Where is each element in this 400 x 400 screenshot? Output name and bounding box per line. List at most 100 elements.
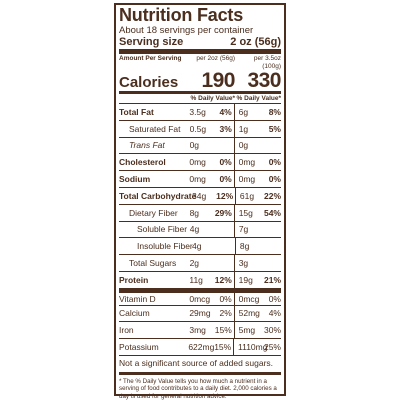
- percent-col2: 54%: [263, 207, 281, 218]
- amount-col1: 0g: [189, 140, 200, 151]
- daily-value-footnote: * The % Daily Value tells you how much a…: [119, 377, 277, 400]
- vitamin-row-calcium: Calcium 29mg 2% 52mg 4%: [119, 304, 281, 322]
- percent-col1: 2%: [219, 308, 232, 319]
- amount-col1: 29mg: [189, 308, 211, 319]
- amount-col2: 0g: [238, 140, 249, 151]
- amount-col2: 5mg: [238, 325, 256, 336]
- nutrient-row-cholesterol: Cholesterol 0mg 0% 0mg 0%: [119, 153, 281, 171]
- amount-col2: 8g: [239, 241, 250, 252]
- nutrient-row-soluble-fiber: Soluble Fiber 4g 7g: [119, 220, 281, 238]
- amount-col1: 3mg: [189, 325, 206, 336]
- amount-col1: 0mcg: [189, 293, 211, 304]
- percent-col2: 0%: [268, 174, 281, 185]
- amount-col2: 0mcg: [238, 293, 260, 304]
- nutrient-label: Soluble Fiber: [137, 224, 188, 235]
- percent-col2: 8%: [268, 106, 281, 117]
- nutrient-row-trans-fat: Trans Fat 0g 0g: [119, 136, 281, 154]
- amount-col2: 15g: [238, 207, 253, 218]
- dv-header-col1: % Daily Value*: [190, 95, 235, 102]
- dv-header-col2: % Daily Value*: [236, 95, 281, 102]
- panel-title: Nutrition Facts: [119, 5, 244, 25]
- nutrition-facts-panel: Nutrition Facts About 18 servings per co…: [114, 3, 286, 400]
- added-sugars-note: Not a significant source of added sugars…: [119, 357, 274, 368]
- amount-col1: 622mg: [188, 342, 215, 353]
- amount-col2: 7g: [238, 224, 249, 235]
- percent-col1: 29%: [214, 207, 232, 218]
- nutrient-row-total-fat: Total Fat 3.5g 4% 6g 8%: [119, 103, 281, 120]
- percent-col1: 0%: [219, 157, 232, 168]
- medium-divider: [119, 91, 281, 94]
- col2-header: per 3.5oz (100g): [253, 55, 281, 70]
- amount-col2: 3g: [238, 258, 249, 269]
- amount-col1: 11g: [189, 274, 203, 285]
- nutrient-label: Protein: [119, 274, 149, 285]
- nutrient-label: Total Sugars: [129, 258, 177, 269]
- calories-col2: 330: [247, 69, 281, 92]
- amount-per-serving-label: Amount Per Serving: [119, 55, 182, 62]
- amount-col2: 6g: [238, 106, 249, 117]
- thick-divider: [119, 49, 281, 54]
- percent-col2: 22%: [263, 190, 281, 201]
- daily-value-header-row: % Daily Value* % Daily Value*: [119, 94, 281, 103]
- nutrient-label: Calcium: [119, 308, 150, 319]
- amount-col2: 1110mg: [238, 342, 268, 353]
- calories-col1: 190: [201, 69, 235, 92]
- percent-col1: 15%: [214, 342, 232, 353]
- percent-col1: 0%: [219, 293, 232, 304]
- calories-row: Calories 190 330: [119, 69, 282, 92]
- percent-col2: 4%: [268, 308, 281, 319]
- amount-col1: 0.5g: [189, 123, 207, 134]
- amount-col1: 3.5g: [189, 106, 206, 117]
- serving-size-value: 2 oz (56g): [230, 36, 281, 48]
- amount-col1: 0mg: [189, 174, 206, 185]
- nutrient-row-dietary-fiber: Dietary Fiber 8g 29% 15g 54%: [119, 203, 281, 221]
- nutrient-label: Total Fat: [119, 106, 154, 117]
- amount-col2: 0mg: [238, 157, 256, 168]
- percent-col2: 21%: [263, 274, 281, 285]
- col1-header: per 2oz (56g): [196, 55, 235, 62]
- nutrient-row-total-sugars: Total Sugars 2g 3g: [119, 254, 281, 271]
- nutrient-row-insoluble-fiber: Insoluble Fiber 4g 8g: [119, 237, 281, 255]
- nutrient-label: Vitamin D: [119, 293, 156, 304]
- amount-col1: 4g: [189, 224, 200, 235]
- nutrient-label: Potassium: [119, 342, 159, 353]
- percent-col2: 30%: [263, 325, 281, 336]
- nutrient-label: Iron: [119, 325, 134, 336]
- amount-col1: 0mg: [189, 157, 206, 168]
- vitamin-row-vitamin-d: Vitamin D 0mcg 0% 0mcg 0%: [119, 287, 281, 305]
- amount-col2: 52mg: [238, 308, 260, 319]
- nutrient-label: Dietary Fiber: [129, 207, 178, 218]
- nutrient-row-protein: Protein 11g 12% 19g 21%: [119, 270, 281, 288]
- amount-col2: 19g: [238, 274, 253, 285]
- nutrient-label: Sodium: [119, 174, 151, 185]
- percent-col2: 0%: [268, 293, 281, 304]
- amount-col2: 0mg: [238, 174, 256, 185]
- nutrient-label: Total Carbohydrate: [119, 190, 197, 201]
- amount-col1: 8g: [189, 207, 200, 218]
- percent-col1: 3%: [219, 123, 232, 134]
- amount-col2: 1g: [238, 123, 249, 134]
- serving-size-label: Serving size: [119, 36, 184, 48]
- amount-header-row: Amount Per Serving per 2oz (56g) per 3.5…: [119, 55, 281, 71]
- vitamin-row-iron: Iron 3mg 15% 5mg 30%: [119, 321, 281, 339]
- nutrient-label: Cholesterol: [119, 157, 166, 168]
- percent-col1: 12%: [214, 274, 232, 285]
- nutrient-label: Saturated Fat: [129, 123, 181, 134]
- percent-col2: 0%: [268, 157, 281, 168]
- nutrient-row-total-carbohydrate: Total Carbohydrate 34g 12% 61g 22%: [119, 186, 281, 204]
- percent-col2: 5%: [268, 123, 281, 134]
- percent-col1: 15%: [214, 325, 232, 336]
- vitamin-row-potassium: Potassium 622mg 15% 1110mg 25%: [119, 338, 281, 355]
- thin-divider: [119, 354, 281, 356]
- percent-col1: 0%: [219, 174, 232, 185]
- percent-col1: 4%: [219, 106, 232, 117]
- amount-col1: 34g: [192, 190, 207, 201]
- percent-col2: 25%: [263, 342, 281, 353]
- nutrient-label: Insoluble Fiber: [137, 241, 193, 252]
- percent-col1: 12%: [216, 190, 234, 201]
- amount-col1: 2g: [189, 258, 200, 269]
- servings-per-container: About 18 servings per container: [119, 25, 254, 36]
- nutrient-row-saturated-fat: Saturated Fat 0.5g 3% 1g 5%: [119, 119, 281, 137]
- serving-size-row: Serving size 2 oz (56g): [119, 36, 281, 48]
- amount-col1: 4g: [192, 241, 202, 252]
